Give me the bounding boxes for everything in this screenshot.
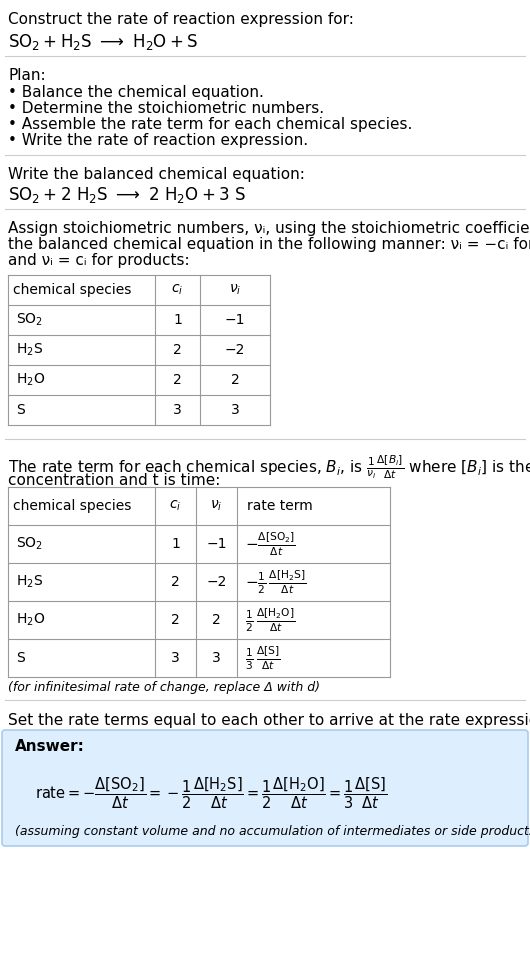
Text: Answer:: Answer: bbox=[15, 739, 85, 754]
Text: 3: 3 bbox=[231, 403, 240, 417]
Text: 3: 3 bbox=[171, 651, 180, 665]
Text: Construct the rate of reaction expression for:: Construct the rate of reaction expressio… bbox=[8, 12, 354, 27]
Text: $\mathrm{SO_2 + 2\ H_2S\ \longrightarrow\ 2\ H_2O + 3\ S}$: $\mathrm{SO_2 + 2\ H_2S\ \longrightarrow… bbox=[8, 185, 246, 205]
Text: $\mathrm{H_2S}$: $\mathrm{H_2S}$ bbox=[16, 574, 43, 590]
Text: (assuming constant volume and no accumulation of intermediates or side products): (assuming constant volume and no accumul… bbox=[15, 825, 530, 838]
Text: 3: 3 bbox=[212, 651, 221, 665]
Text: 2: 2 bbox=[171, 613, 180, 627]
Text: concentration and t is time:: concentration and t is time: bbox=[8, 473, 220, 488]
Text: 2: 2 bbox=[171, 575, 180, 589]
Text: 2: 2 bbox=[212, 613, 221, 627]
Text: −2: −2 bbox=[206, 575, 227, 589]
Text: $-\frac{1}{2}\,\frac{\Delta[\mathrm{H_2S}]}{\Delta t}$: $-\frac{1}{2}\,\frac{\Delta[\mathrm{H_2S… bbox=[245, 568, 306, 595]
Text: $\mathrm{rate} = $$-\dfrac{\Delta[\mathrm{SO_2}]}{\Delta t}$$= -\dfrac{1}{2}\dfr: $\mathrm{rate} = $$-\dfrac{\Delta[\mathr… bbox=[35, 775, 387, 810]
Text: 3: 3 bbox=[173, 403, 182, 417]
Text: the balanced chemical equation in the following manner: νᵢ = −cᵢ for reactants: the balanced chemical equation in the fo… bbox=[8, 237, 530, 252]
Text: $\mathrm{H_2S}$: $\mathrm{H_2S}$ bbox=[16, 342, 43, 358]
Text: (for infinitesimal rate of change, replace Δ with d): (for infinitesimal rate of change, repla… bbox=[8, 681, 320, 694]
Text: 1: 1 bbox=[171, 537, 180, 551]
Text: $\nu_i$: $\nu_i$ bbox=[229, 283, 241, 298]
Text: −2: −2 bbox=[225, 343, 245, 357]
Text: • Determine the stoichiometric numbers.: • Determine the stoichiometric numbers. bbox=[8, 101, 324, 116]
Text: chemical species: chemical species bbox=[13, 283, 131, 297]
Text: $c_i$: $c_i$ bbox=[171, 283, 183, 298]
Text: $\mathrm{SO_2}$: $\mathrm{SO_2}$ bbox=[16, 536, 43, 552]
Text: $\nu_i$: $\nu_i$ bbox=[210, 499, 223, 513]
Text: rate term: rate term bbox=[247, 499, 313, 513]
Text: The rate term for each chemical species, $B_i$, is $\frac{1}{\nu_i}\frac{\Delta[: The rate term for each chemical species,… bbox=[8, 453, 530, 480]
Text: • Write the rate of reaction expression.: • Write the rate of reaction expression. bbox=[8, 133, 308, 148]
Text: −1: −1 bbox=[206, 537, 227, 551]
Text: $\frac{1}{2}\,\frac{\Delta[\mathrm{H_2O}]}{\Delta t}$: $\frac{1}{2}\,\frac{\Delta[\mathrm{H_2O}… bbox=[245, 606, 295, 633]
Text: $\mathrm{S}$: $\mathrm{S}$ bbox=[16, 403, 26, 417]
Text: and νᵢ = cᵢ for products:: and νᵢ = cᵢ for products: bbox=[8, 253, 190, 268]
FancyBboxPatch shape bbox=[2, 730, 528, 846]
Text: 1: 1 bbox=[173, 313, 182, 327]
Text: Assign stoichiometric numbers, νᵢ, using the stoichiometric coefficients, cᵢ, fr: Assign stoichiometric numbers, νᵢ, using… bbox=[8, 221, 530, 236]
Text: chemical species: chemical species bbox=[13, 499, 131, 513]
Text: • Balance the chemical equation.: • Balance the chemical equation. bbox=[8, 85, 264, 100]
Text: $\mathrm{SO_2}$: $\mathrm{SO_2}$ bbox=[16, 311, 43, 328]
Text: −1: −1 bbox=[225, 313, 245, 327]
Text: $\frac{1}{3}\,\frac{\Delta[\mathrm{S}]}{\Delta t}$: $\frac{1}{3}\,\frac{\Delta[\mathrm{S}]}{… bbox=[245, 644, 280, 671]
Text: $c_i$: $c_i$ bbox=[170, 499, 182, 513]
Text: $\mathrm{SO_2 + H_2S\ \longrightarrow\ H_2O + S}$: $\mathrm{SO_2 + H_2S\ \longrightarrow\ H… bbox=[8, 32, 198, 52]
Text: 2: 2 bbox=[173, 343, 182, 357]
Text: Set the rate terms equal to each other to arrive at the rate expression:: Set the rate terms equal to each other t… bbox=[8, 713, 530, 728]
Text: 2: 2 bbox=[173, 373, 182, 387]
Text: $-\frac{\Delta[\mathrm{SO_2}]}{\Delta t}$: $-\frac{\Delta[\mathrm{SO_2}]}{\Delta t}… bbox=[245, 530, 296, 558]
Text: Write the balanced chemical equation:: Write the balanced chemical equation: bbox=[8, 167, 305, 182]
Text: $\mathrm{S}$: $\mathrm{S}$ bbox=[16, 651, 26, 665]
Text: $\mathrm{H_2O}$: $\mathrm{H_2O}$ bbox=[16, 612, 45, 629]
Text: $\mathrm{H_2O}$: $\mathrm{H_2O}$ bbox=[16, 372, 45, 388]
Text: 2: 2 bbox=[231, 373, 240, 387]
Text: • Assemble the rate term for each chemical species.: • Assemble the rate term for each chemic… bbox=[8, 117, 412, 132]
Text: Plan:: Plan: bbox=[8, 68, 46, 83]
